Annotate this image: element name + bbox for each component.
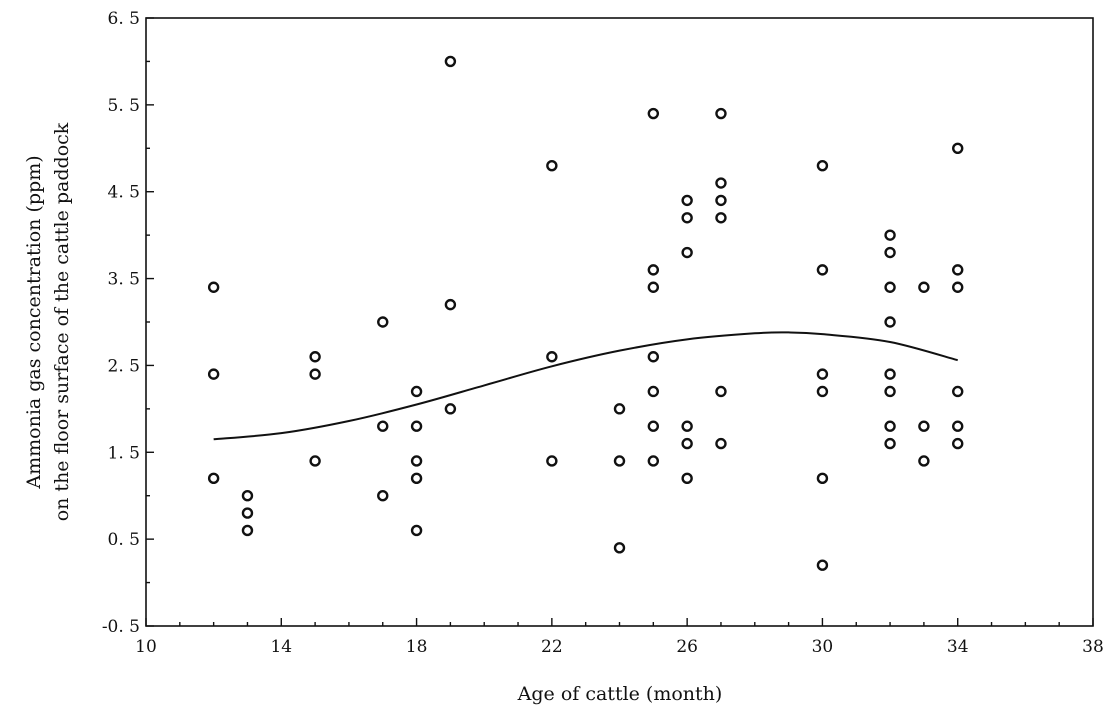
data-point bbox=[715, 194, 727, 207]
data-point bbox=[410, 455, 423, 467]
data-point bbox=[884, 437, 896, 450]
y-tick-label: 6. 5 bbox=[108, 9, 140, 29]
y-axis: -0. 5 0. 5 1. 5 2. 5 3. 5 4. 5 5. 5 6. 5 bbox=[102, 9, 154, 637]
y-tick-label: 3. 5 bbox=[108, 270, 140, 290]
x-tick-label: 34 bbox=[947, 637, 969, 657]
data-point bbox=[681, 212, 693, 224]
data-point bbox=[309, 351, 321, 363]
data-point bbox=[410, 524, 423, 537]
y-tick-label: 1. 5 bbox=[108, 443, 140, 463]
data-point bbox=[816, 159, 829, 172]
data-point bbox=[613, 455, 626, 467]
data-point bbox=[816, 385, 829, 398]
data-point bbox=[816, 559, 829, 571]
data-point bbox=[207, 472, 220, 485]
y-tick-label: 0. 5 bbox=[108, 530, 140, 550]
data-point bbox=[715, 212, 727, 224]
data-point bbox=[241, 490, 254, 502]
data-point bbox=[647, 455, 660, 467]
data-point bbox=[884, 246, 896, 259]
data-point bbox=[444, 55, 457, 68]
data-point bbox=[715, 437, 727, 450]
data-point bbox=[613, 542, 626, 554]
data-point bbox=[681, 420, 693, 432]
data-point bbox=[918, 455, 930, 467]
x-tick-label: 14 bbox=[270, 637, 292, 657]
data-point bbox=[647, 351, 660, 363]
data-point bbox=[816, 264, 829, 276]
data-point bbox=[952, 385, 964, 398]
data-point bbox=[647, 420, 660, 432]
data-point bbox=[952, 420, 964, 432]
data-point bbox=[918, 420, 930, 432]
data-point bbox=[715, 177, 727, 189]
data-point bbox=[681, 246, 693, 259]
y-axis-title-line1: Ammonia gas concentration (ppm) bbox=[23, 155, 45, 489]
x-tick-label: 22 bbox=[541, 637, 563, 657]
plot-frame bbox=[145, 17, 1094, 627]
y-tick-label: -0. 5 bbox=[102, 617, 140, 637]
data-point bbox=[377, 420, 389, 432]
data-point bbox=[207, 281, 220, 293]
x-axis-title: Age of cattle (month) bbox=[517, 683, 723, 705]
data-point bbox=[377, 316, 389, 328]
y-tick-label: 5. 5 bbox=[108, 96, 140, 116]
data-point bbox=[241, 507, 254, 519]
data-point bbox=[952, 281, 964, 293]
y-axis-title-line2: on the floor surface of the cattle paddo… bbox=[51, 122, 73, 521]
data-point bbox=[207, 368, 220, 380]
data-point bbox=[952, 437, 964, 450]
data-point bbox=[715, 385, 727, 398]
data-point bbox=[884, 385, 896, 398]
data-point bbox=[952, 264, 964, 276]
x-tick-label: 18 bbox=[406, 637, 428, 657]
data-point bbox=[681, 194, 693, 207]
data-point bbox=[681, 472, 693, 485]
data-point bbox=[647, 281, 660, 293]
y-tick-label: 4. 5 bbox=[108, 183, 140, 203]
data-point bbox=[884, 281, 896, 293]
data-points bbox=[207, 55, 964, 571]
data-point bbox=[884, 420, 896, 432]
data-point bbox=[410, 472, 423, 485]
data-point bbox=[546, 351, 558, 363]
data-point bbox=[613, 403, 626, 415]
data-point bbox=[816, 368, 829, 380]
x-tick-label: 38 bbox=[1082, 637, 1104, 657]
data-point bbox=[546, 455, 558, 467]
data-point bbox=[884, 229, 896, 241]
x-axis: 10 14 18 22 26 30 34 38 bbox=[135, 618, 1104, 657]
data-point bbox=[444, 403, 457, 415]
data-point bbox=[884, 316, 896, 328]
data-point bbox=[681, 437, 693, 450]
data-point bbox=[444, 298, 457, 311]
fit-curve bbox=[213, 331, 958, 441]
data-point bbox=[952, 142, 964, 154]
data-point bbox=[410, 385, 423, 398]
data-point bbox=[816, 472, 829, 485]
data-point bbox=[241, 524, 254, 537]
x-tick-label: 30 bbox=[812, 637, 834, 657]
y-tick-label: 2. 5 bbox=[108, 356, 140, 376]
data-point bbox=[647, 107, 660, 120]
data-point bbox=[410, 420, 423, 432]
data-point bbox=[884, 368, 896, 380]
data-point bbox=[377, 490, 389, 502]
data-point bbox=[309, 455, 321, 467]
x-tick-label: 26 bbox=[676, 637, 698, 657]
data-point bbox=[647, 264, 660, 276]
data-point bbox=[309, 368, 321, 380]
data-point bbox=[918, 281, 930, 293]
data-point bbox=[715, 107, 727, 120]
data-point bbox=[546, 159, 558, 172]
x-tick-label: 10 bbox=[135, 637, 157, 657]
data-point bbox=[647, 385, 660, 398]
